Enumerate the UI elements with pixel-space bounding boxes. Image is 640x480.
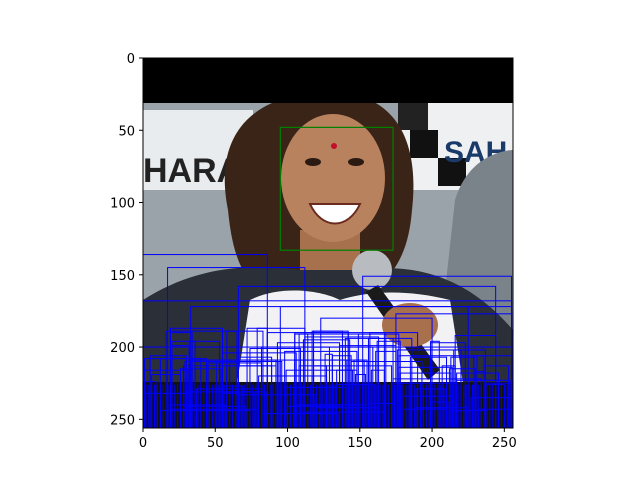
face-bounding-box <box>279 126 394 251</box>
detection-box <box>285 369 354 428</box>
photo-banner-checker <box>410 130 438 158</box>
photo-hand <box>382 303 438 347</box>
detection-box <box>256 327 268 428</box>
detection-box <box>415 388 446 428</box>
detection-box <box>470 397 513 428</box>
photo-eye-right <box>348 158 364 166</box>
photo-banner-checker2 <box>438 158 466 186</box>
detection-box <box>430 342 466 428</box>
y-tick-label: 150 <box>110 269 135 284</box>
detection-box <box>344 337 413 428</box>
x-axis: 0 50 100 150 200 250 <box>139 428 517 451</box>
y-tick-label: 50 <box>118 124 135 139</box>
axes-frame <box>142 57 514 429</box>
detection-box <box>369 332 419 428</box>
x-tick-label: 250 <box>492 436 517 451</box>
photo-image: HARA SAH <box>143 58 513 428</box>
y-tick-label: 250 <box>110 413 135 428</box>
detection-box <box>302 339 351 428</box>
y-tick-label: 100 <box>110 197 135 212</box>
x-tick-label: 200 <box>420 436 445 451</box>
photo-banner-checker3 <box>398 100 428 130</box>
detection-box <box>226 330 264 428</box>
detection-box <box>169 332 193 428</box>
photo-face <box>281 114 385 242</box>
y-tick-label: 0 <box>127 52 135 67</box>
detection-box <box>143 381 157 428</box>
detection-box <box>143 369 189 428</box>
photo-top-band <box>143 58 513 103</box>
photo-microphone-head <box>352 250 392 290</box>
detection-box <box>246 327 306 428</box>
photo-bindi <box>331 143 337 149</box>
detection-box <box>450 356 478 428</box>
y-tick-label: 200 <box>110 341 135 356</box>
detection-boxes-group <box>143 254 513 428</box>
x-tick-label: 0 <box>139 436 147 451</box>
x-tick-label: 150 <box>347 436 372 451</box>
photo-eye-left <box>305 158 321 166</box>
photo-smile <box>308 203 362 225</box>
detection-box <box>314 407 380 428</box>
detection-box <box>165 330 238 428</box>
x-tick-label: 50 <box>207 436 224 451</box>
y-axis: 0 50 100 150 200 250 <box>110 52 143 428</box>
x-tick-label: 100 <box>275 436 300 451</box>
